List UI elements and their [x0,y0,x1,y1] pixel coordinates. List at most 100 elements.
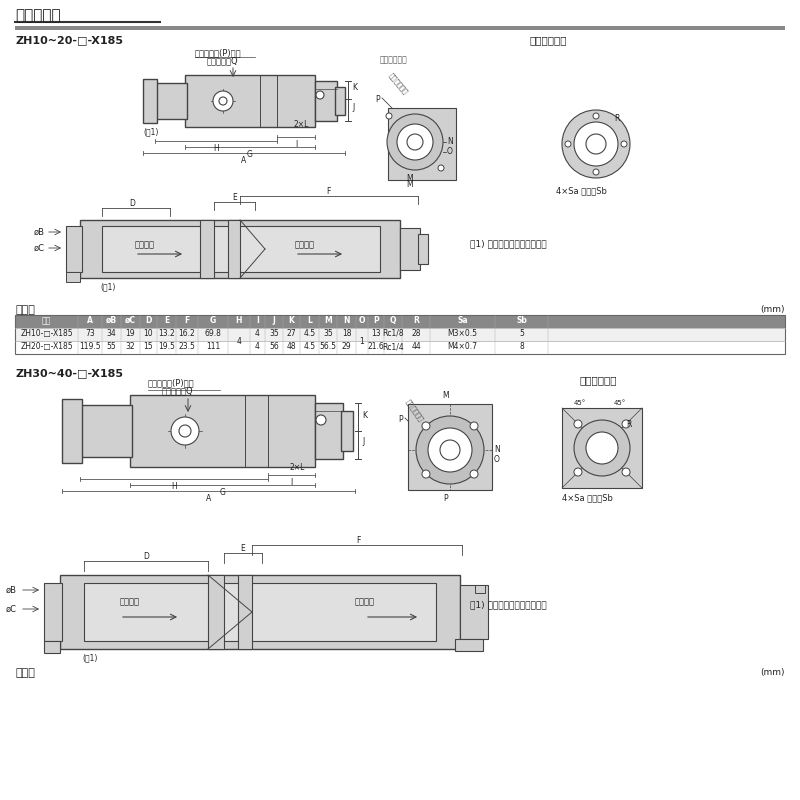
Text: F: F [184,316,190,325]
Text: N: N [447,138,453,146]
Bar [460,585,488,639]
Bar [60,575,460,649]
Text: 流体通过直径: 流体通过直径 [388,72,410,96]
Text: M: M [406,180,414,189]
Text: 4×Sa 螺纹深Sb: 4×Sa 螺纹深Sb [562,493,613,502]
Text: F: F [326,187,330,196]
Text: A: A [87,316,93,325]
Bar [44,583,62,641]
Bar [44,641,60,653]
Text: 尺寸表: 尺寸表 [15,668,35,678]
Bar [80,220,400,278]
Bar [185,75,315,127]
Bar [208,575,224,649]
Circle shape [621,141,627,147]
Text: K: K [362,410,367,419]
Text: 注1) 请勿使用此螺纹部安装。: 注1) 请勿使用此螺纹部安装。 [470,239,546,249]
Text: D: D [146,316,152,325]
Text: 流体通过直径: 流体通过直径 [380,55,408,64]
Circle shape [213,91,233,111]
Bar [66,272,80,282]
Bar [200,220,214,278]
Bar [130,395,315,467]
Text: D: D [143,552,149,561]
Text: 无托架的场合: 无托架的场合 [530,35,567,45]
Circle shape [574,122,618,166]
Text: M: M [324,316,332,325]
Text: J: J [362,437,364,446]
Text: J: J [273,316,275,325]
Text: ZH20-□-X185: ZH20-□-X185 [20,342,73,351]
Text: 56.5: 56.5 [319,342,337,351]
Text: 19: 19 [126,329,135,338]
Text: 45°: 45° [574,400,586,406]
Text: 注1) 请勿使用此螺纹部安装。: 注1) 请勿使用此螺纹部安装。 [470,601,546,610]
Text: I: I [290,478,293,487]
Text: P: P [398,415,402,424]
Text: 噴出空气: 噴出空气 [295,240,315,249]
Text: L: L [307,316,312,325]
Circle shape [438,165,444,171]
Bar [455,639,483,651]
Text: 21.6: 21.6 [368,342,384,351]
Circle shape [586,134,606,154]
Text: 69.8: 69.8 [205,329,222,338]
Text: 15: 15 [144,342,154,351]
Text: 55: 55 [106,342,116,351]
Circle shape [416,416,484,484]
Text: 尺寸表: 尺寸表 [15,305,35,315]
Text: 16.2: 16.2 [178,329,195,338]
Text: I: I [295,140,297,149]
Text: 无托架的场合: 无托架的场合 [580,375,618,385]
Bar [315,81,337,121]
Text: Sb: Sb [516,316,527,325]
Bar [84,583,436,641]
Text: (注1): (注1) [100,282,115,291]
Text: Rc1/8: Rc1/8 [382,329,404,338]
Bar [143,79,157,123]
Text: øB: øB [34,227,45,237]
Circle shape [316,415,326,425]
Bar [335,87,345,115]
Text: A: A [206,494,211,503]
Bar [341,411,353,451]
Text: M: M [406,174,414,183]
Circle shape [622,420,630,428]
Text: K: K [289,316,294,325]
Text: Sa: Sa [457,316,468,325]
Text: ZH30~40-□-X185: ZH30~40-□-X185 [15,368,123,378]
Text: N: N [494,446,500,454]
Text: M4×0.7: M4×0.7 [447,342,478,351]
Text: 18: 18 [342,329,351,338]
Bar [475,585,485,593]
Bar [228,220,240,278]
Text: 流体通过直径: 流体通过直径 [405,398,425,422]
Text: 13.2: 13.2 [158,329,175,338]
Bar [15,315,785,328]
Text: H: H [213,144,219,153]
Text: H: H [171,482,177,491]
Text: 噴出空气: 噴出空气 [355,597,375,606]
Bar [102,226,380,272]
Text: P: P [373,316,379,325]
Circle shape [387,114,443,170]
Circle shape [422,422,430,430]
Text: 1: 1 [360,337,364,346]
Text: (mm): (mm) [761,668,785,677]
Text: 4×Sa 螺纹深Sb: 4×Sa 螺纹深Sb [556,186,607,195]
Circle shape [593,169,599,175]
Bar [562,408,642,488]
Circle shape [440,440,460,460]
Text: 空气压供给(P)通口: 空气压供给(P)通口 [148,378,194,387]
Text: 4: 4 [237,337,242,346]
Text: 吸入空气: 吸入空气 [135,240,155,249]
Text: N: N [343,316,350,325]
Text: 吸入空气: 吸入空气 [120,597,140,606]
Text: øB: øB [106,316,117,325]
Text: øC: øC [125,316,136,325]
Text: (注1): (注1) [82,653,98,662]
Text: 35: 35 [323,329,333,338]
Text: 型号: 型号 [42,316,51,325]
Text: 2×L: 2×L [290,463,306,472]
Text: M: M [442,391,450,400]
